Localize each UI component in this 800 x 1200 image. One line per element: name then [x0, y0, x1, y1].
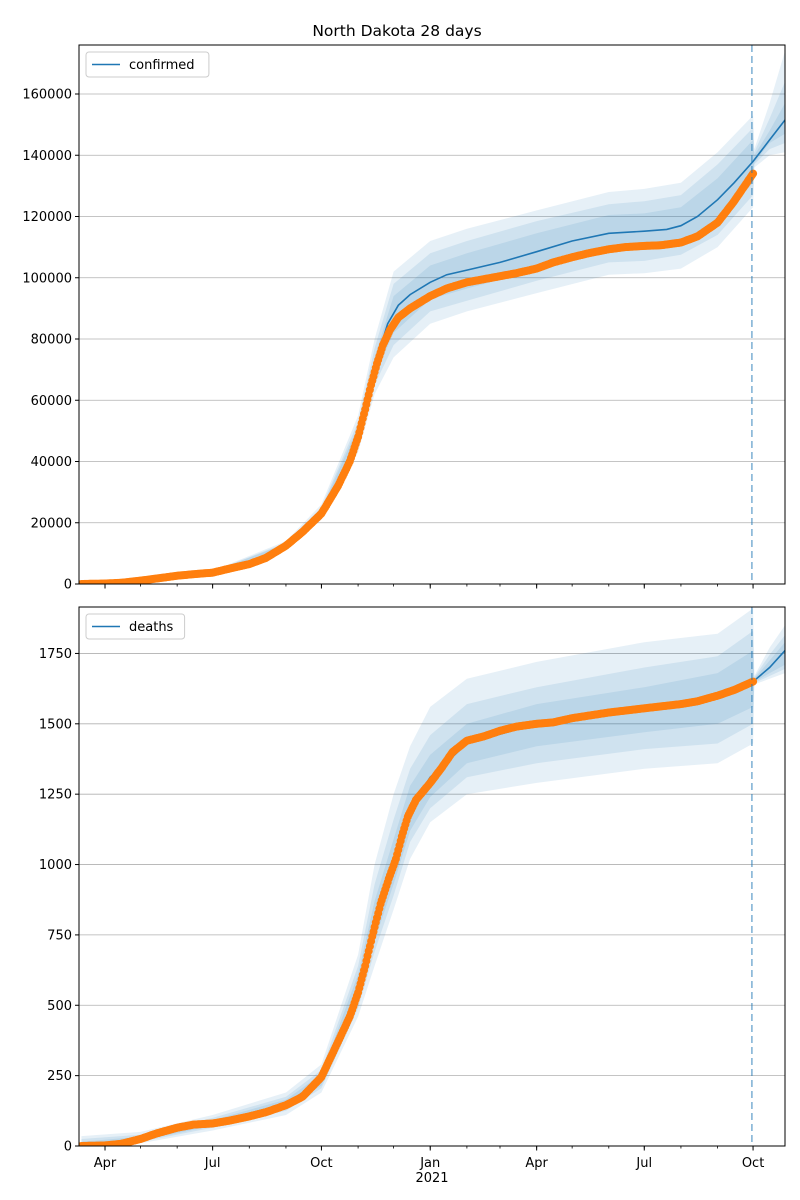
legend-box — [85, 51, 210, 78]
y-tick-label: 0 — [64, 578, 72, 593]
deaths-panel: 0 250 500 750 1000 1250 1500 1750 Apr Jul Oct Jan Ap… — [39, 606, 786, 1171]
x-tick-label: Jul — [204, 1156, 221, 1171]
y-tick-label: 750 — [47, 928, 72, 943]
x-tick-label: Oct — [310, 1156, 332, 1171]
y-tick-label: 1500 — [39, 717, 72, 732]
legend-label: confirmed — [129, 58, 195, 73]
y-tick-label: 0 — [64, 1140, 72, 1155]
plot-area — [79, 51, 785, 584]
y-tick-label: 100000 — [22, 271, 72, 286]
y-tick-label: 1000 — [39, 858, 72, 873]
observed-series — [79, 677, 758, 1146]
legend-label: deaths — [129, 620, 174, 635]
observed-point — [749, 677, 758, 686]
plot-area — [79, 608, 785, 1146]
year-label: 2021 — [415, 1171, 448, 1186]
y-tick-label: 1250 — [39, 788, 72, 803]
y-tick-label: 20000 — [31, 516, 72, 531]
uncertainty-band-1 — [81, 608, 785, 1146]
x-tick-label: Oct — [742, 1156, 764, 1171]
uncertainty-band-3 — [81, 103, 785, 584]
uncertainty-band-1 — [81, 51, 785, 584]
y-tick-label: 60000 — [31, 394, 72, 409]
axes-frame — [78, 44, 786, 585]
legend: confirmed — [85, 51, 210, 78]
x-tick-label: Jul — [635, 1156, 652, 1171]
y-tick-label: 500 — [47, 999, 72, 1014]
y-tick-label: 1750 — [39, 647, 72, 662]
axes-frame — [78, 606, 786, 1147]
y-tick-label: 140000 — [22, 149, 72, 164]
y-tick-label: 250 — [47, 1069, 72, 1084]
confirmed-panel: 0 20000 40000 60000 80000 100000 120000 140000 1… — [22, 44, 786, 593]
observed-series — [79, 169, 758, 584]
y-tick-label: 80000 — [31, 333, 72, 348]
y-tick-label: 40000 — [31, 455, 72, 470]
y-tick-label: 160000 — [22, 88, 72, 103]
uncertainty-band-2 — [81, 81, 785, 584]
chart-title: North Dakota 28 days — [312, 22, 481, 40]
legend: deaths — [85, 613, 186, 640]
x-tick-label: Apr — [94, 1156, 117, 1171]
observed-point — [749, 169, 758, 178]
x-tick-label: Jan — [419, 1156, 440, 1171]
y-tick-label: 120000 — [22, 210, 72, 225]
uncertainty-band-2 — [81, 630, 785, 1146]
x-tick-label: Apr — [525, 1156, 548, 1171]
legend-box — [85, 613, 186, 640]
